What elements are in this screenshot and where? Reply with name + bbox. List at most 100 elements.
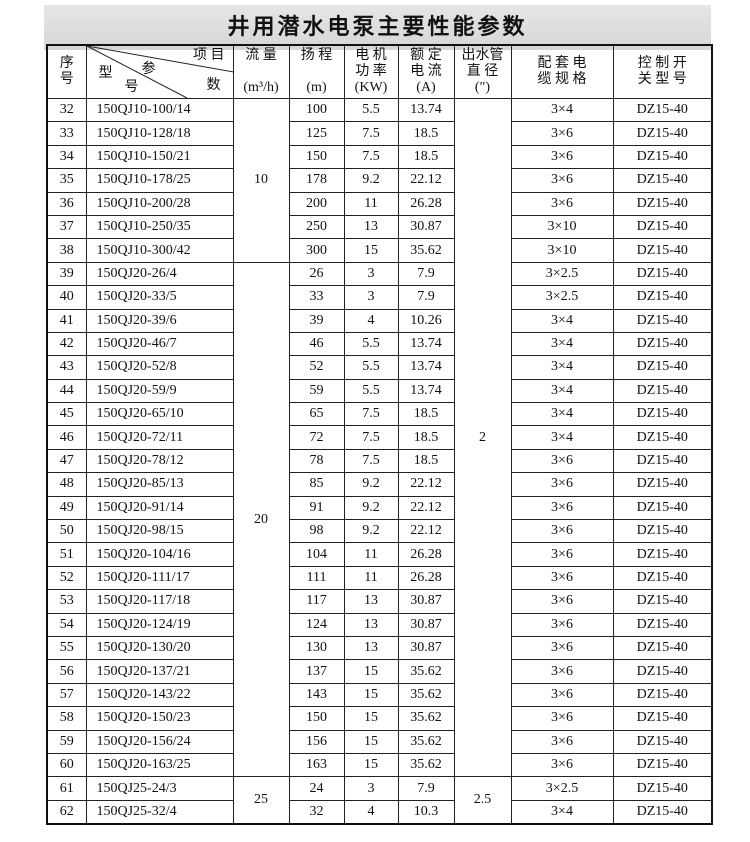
- table-row: 32 150QJ10-100/14 10 100 5.5 13.74 2 3×4 DZ15-40: [46, 97, 713, 778]
- cell-head: 143: [288, 682, 345, 708]
- cell-head: 250: [288, 214, 345, 240]
- cell-switch: DZ15-40: [612, 776, 713, 801]
- cell-current: 18.5: [397, 425, 455, 450]
- cell-seq: 48: [46, 472, 87, 497]
- table-row: 52 150QJ20-111/17 111 11 26.28 3×6 DZ15-40: [46, 565, 713, 591]
- cell-model: 150QJ10-178/25: [85, 168, 234, 193]
- cell-seq: 58: [46, 706, 87, 731]
- cell-seq: 42: [46, 331, 87, 357]
- cell-seq: 34: [46, 144, 87, 170]
- header-item: 项 目: [193, 48, 225, 63]
- header-outlet: 出水管 直 径 (″): [453, 44, 512, 99]
- cell-current: 30.87: [397, 214, 455, 240]
- cell-switch: DZ15-40: [612, 191, 713, 216]
- cell-cable: 3×6: [510, 659, 614, 684]
- cell-model: 150QJ10-200/28: [85, 191, 234, 216]
- cell-current: 10.26: [397, 308, 455, 333]
- cell-head: 130: [288, 635, 345, 661]
- pump-spec-table: 序号 项 目 参 型 号 数 流 量 (m³/h) 扬 程 (m) 电 机 功 率(…: [46, 44, 713, 826]
- header-diagonal: 项 目 参 型 号 数: [85, 44, 234, 99]
- cell-current: 18.5: [397, 448, 455, 474]
- cell-current: 13.74: [397, 378, 455, 404]
- cell-cable: 3×10: [510, 238, 614, 263]
- cell-model: 150QJ25-24/3: [85, 776, 234, 801]
- cell-current: 22.12: [397, 168, 455, 193]
- cell-current: 22.12: [397, 472, 455, 497]
- cell-power: 7.5: [343, 121, 399, 146]
- cell-power: 9.2: [343, 168, 399, 193]
- cell-head: 65: [288, 402, 345, 427]
- cell-current: 13.74: [397, 97, 455, 123]
- cell-model: 150QJ20-163/25: [85, 752, 234, 778]
- cell-model: 150QJ20-143/22: [85, 682, 234, 708]
- cell-head: 98: [288, 519, 345, 544]
- header-shu: 数: [206, 78, 221, 93]
- cell-flow: 25: [232, 776, 290, 825]
- cell-model: 150QJ20-72/11: [85, 425, 234, 450]
- table-row: 60 150QJ20-163/25 163 15 35.62 3×6 DZ15-40: [46, 752, 713, 778]
- table-row: 49 150QJ20-91/14 91 9.2 22.12 3×6 DZ15-40: [46, 495, 713, 521]
- cell-seq: 52: [46, 565, 87, 591]
- cell-seq: 47: [46, 448, 87, 474]
- cell-current: 22.12: [397, 519, 455, 544]
- cell-current: 18.5: [397, 144, 455, 170]
- cell-seq: 37: [46, 214, 87, 240]
- cell-head: 163: [288, 752, 345, 778]
- cell-model: 150QJ20-59/9: [85, 378, 234, 404]
- cell-seq: 46: [46, 425, 87, 450]
- cell-head: 33: [288, 285, 345, 310]
- cell-switch: DZ15-40: [612, 168, 713, 193]
- cell-model: 150QJ20-85/13: [85, 472, 234, 497]
- cell-current: 7.9: [397, 261, 455, 287]
- table-row: 46 150QJ20-72/11 72 7.5 18.5 3×4 DZ15-40: [46, 425, 713, 450]
- cell-power: 9.2: [343, 495, 399, 521]
- cell-cable: 3×10: [510, 214, 614, 240]
- cell-seq: 36: [46, 191, 87, 216]
- cell-switch: DZ15-40: [612, 799, 713, 825]
- cell-seq: 50: [46, 519, 87, 544]
- cell-current: 10.3: [397, 799, 455, 825]
- cell-switch: DZ15-40: [612, 261, 713, 287]
- table-row: 48 150QJ20-85/13 85 9.2 22.12 3×6 DZ15-40: [46, 472, 713, 497]
- cell-power: 9.2: [343, 519, 399, 544]
- cell-seq: 61: [46, 776, 87, 801]
- cell-model: 150QJ20-46/7: [85, 331, 234, 357]
- cell-switch: DZ15-40: [612, 565, 713, 591]
- table-row: 33 150QJ10-128/18 125 7.5 18.5 3×6 DZ15-40: [46, 121, 713, 146]
- cell-switch: DZ15-40: [612, 659, 713, 684]
- cell-power: 9.2: [343, 472, 399, 497]
- cell-cable: 3×6: [510, 168, 614, 193]
- cell-switch: DZ15-40: [612, 519, 713, 544]
- cell-seq: 32: [46, 97, 87, 123]
- cell-seq: 56: [46, 659, 87, 684]
- cell-power: 7.5: [343, 402, 399, 427]
- cell-model: 150QJ20-156/24: [85, 729, 234, 754]
- cell-cable: 3×6: [510, 729, 614, 754]
- table-row: 38 150QJ10-300/42 300 15 35.62 3×10 DZ15-40: [46, 238, 713, 263]
- table-row: 35 150QJ10-178/25 178 9.2 22.12 3×6 DZ15-40: [46, 168, 713, 193]
- table-row: 45 150QJ20-65/10 65 7.5 18.5 3×4 DZ15-40: [46, 402, 713, 427]
- cell-outlet: 2: [453, 97, 512, 778]
- header-param: 参: [141, 62, 156, 77]
- cell-current: 35.62: [397, 729, 455, 754]
- cell-head: 178: [288, 168, 345, 193]
- header-current: 额 定 电 流 (A): [397, 44, 455, 99]
- cell-current: 26.28: [397, 191, 455, 216]
- cell-cable: 3×6: [510, 589, 614, 614]
- cell-cable: 3×6: [510, 519, 614, 544]
- table-row: 57 150QJ20-143/22 143 15 35.62 3×6 DZ15-40: [46, 682, 713, 708]
- cell-seq: 57: [46, 682, 87, 708]
- cell-current: 35.62: [397, 238, 455, 263]
- cell-seq: 38: [46, 238, 87, 263]
- cell-current: 7.9: [397, 776, 455, 801]
- cell-current: 13.74: [397, 331, 455, 357]
- cell-power: 15: [343, 682, 399, 708]
- cell-current: 35.62: [397, 706, 455, 731]
- cell-switch: DZ15-40: [612, 121, 713, 146]
- diagonal-lines: [87, 46, 232, 98]
- cell-current: 7.9: [397, 285, 455, 310]
- cell-power: 4: [343, 799, 399, 825]
- table-row: 34 150QJ10-150/21 150 7.5 18.5 3×6 DZ15-40: [46, 144, 713, 170]
- cell-power: 3: [343, 776, 399, 801]
- cell-flow: 20: [232, 261, 290, 778]
